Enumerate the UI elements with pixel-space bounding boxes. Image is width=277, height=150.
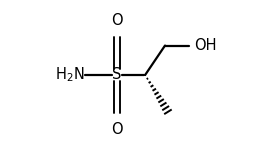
Text: O: O <box>111 122 123 137</box>
Text: OH: OH <box>194 38 217 53</box>
Text: S: S <box>112 68 122 82</box>
Text: O: O <box>111 13 123 28</box>
Text: H$_2$N: H$_2$N <box>55 66 84 84</box>
